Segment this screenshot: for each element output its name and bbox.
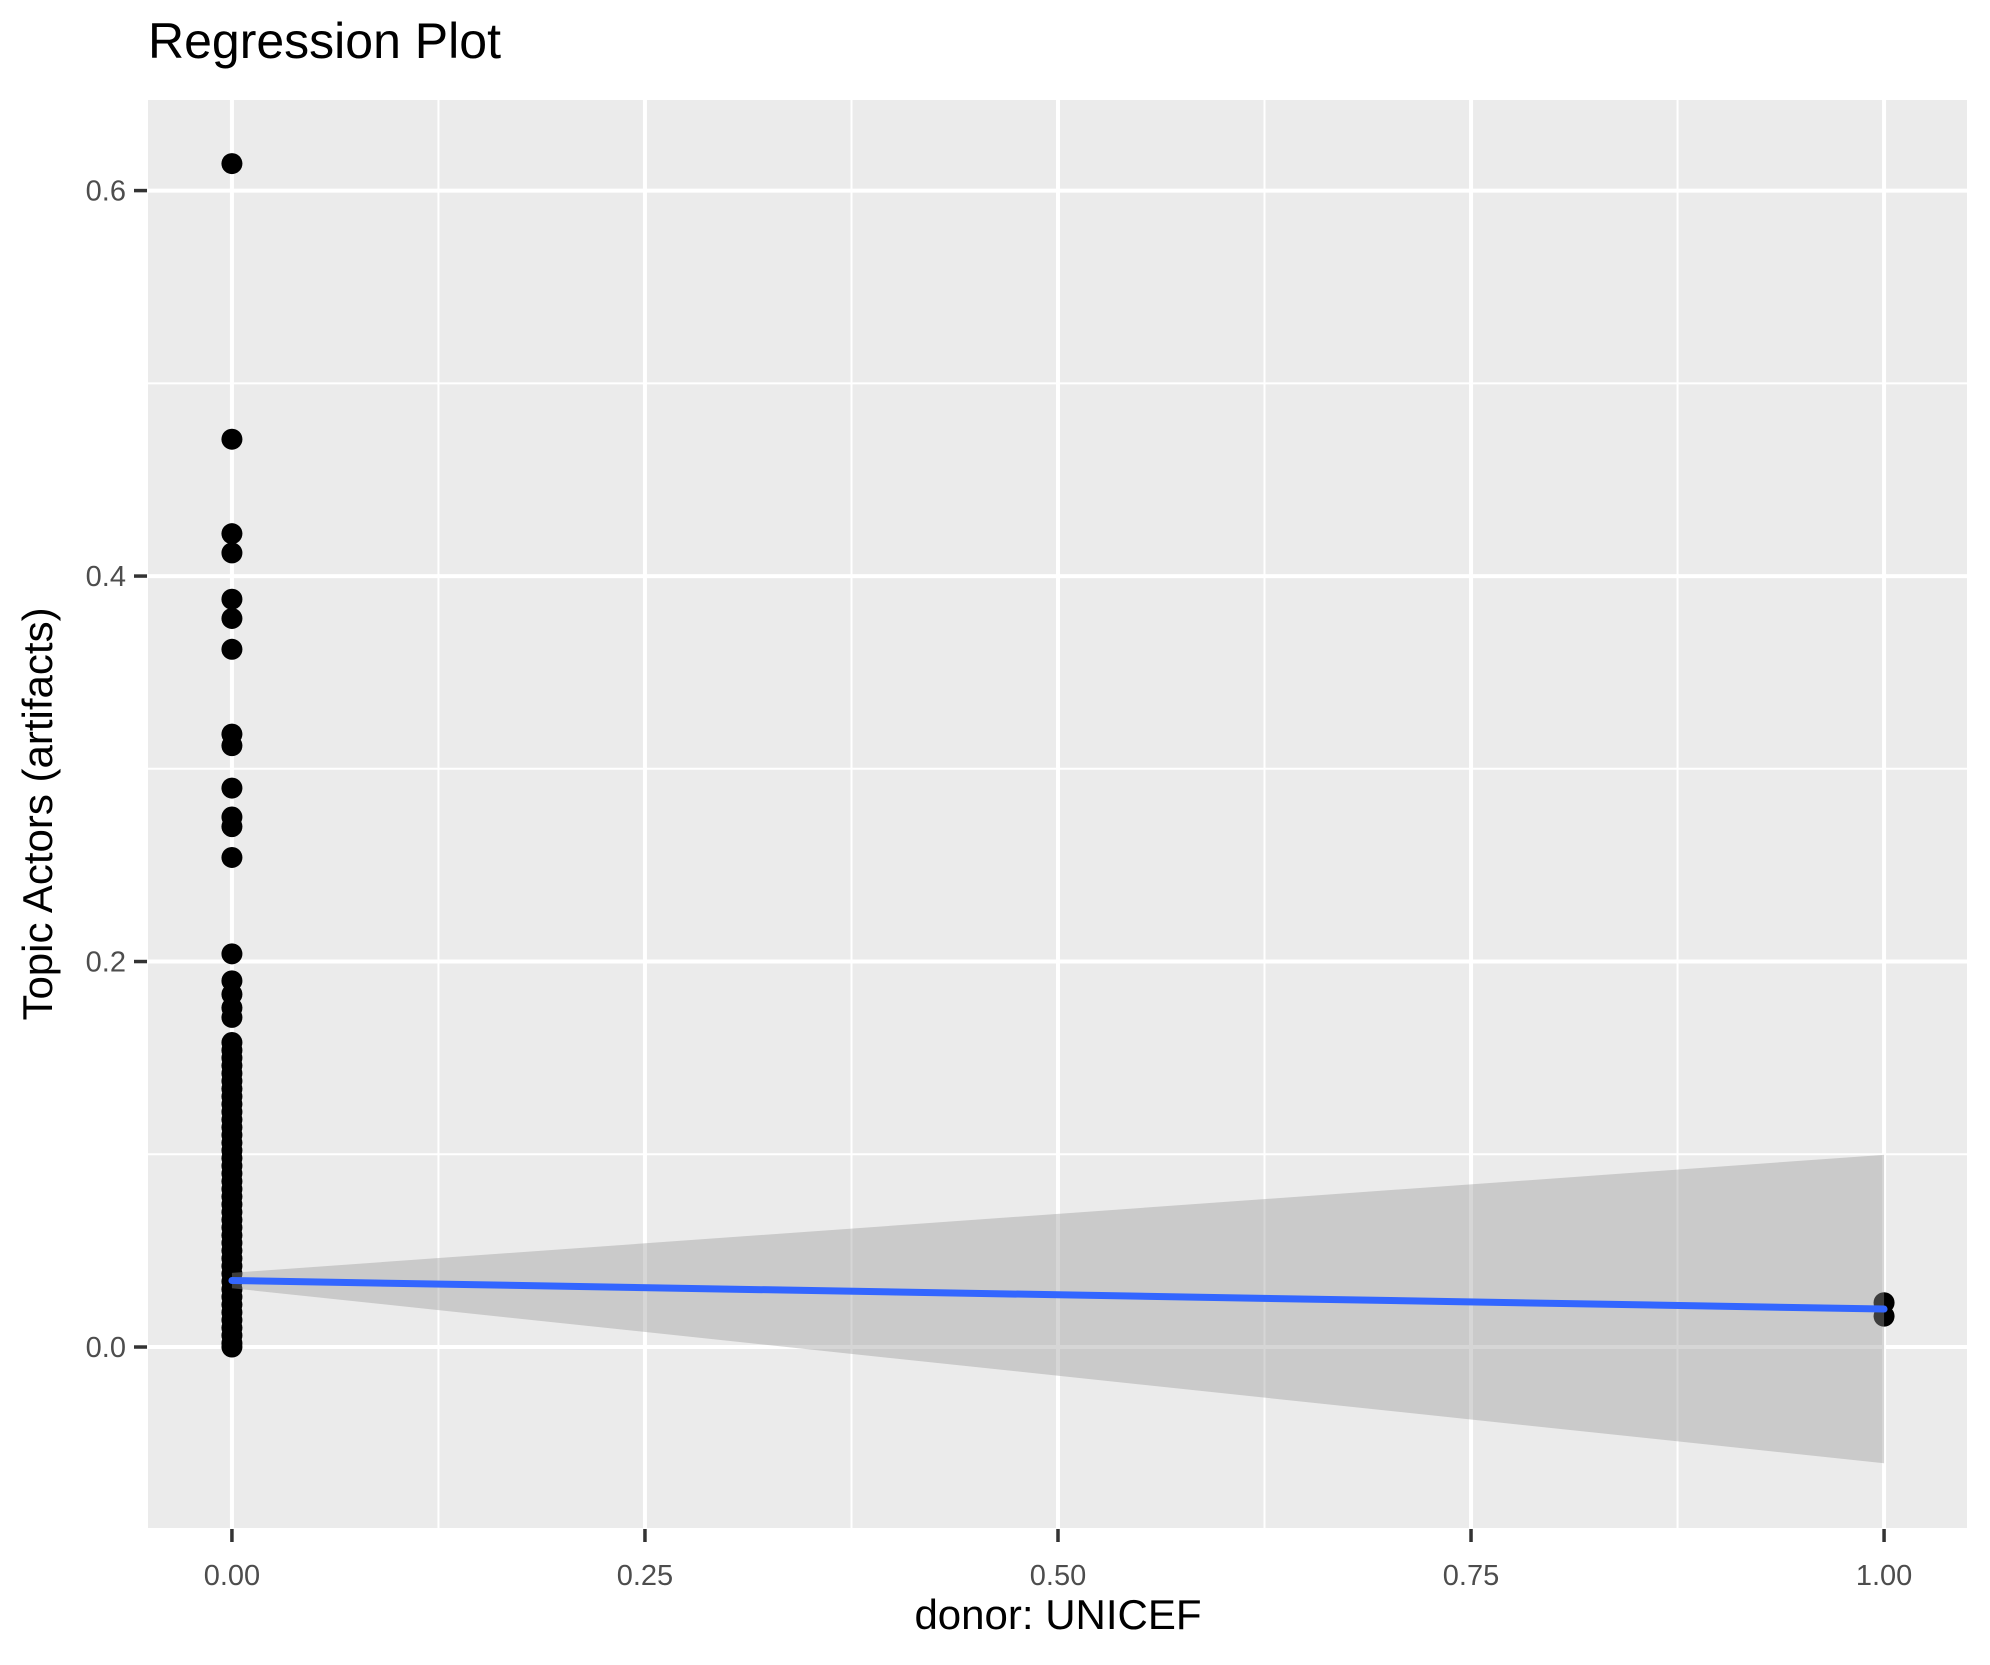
x-tick-label: 0.50 <box>1030 1560 1086 1592</box>
x-tick-label: 0.00 <box>204 1560 260 1592</box>
data-point <box>221 153 243 175</box>
y-tick-label: 0.4 <box>86 561 126 593</box>
data-point <box>221 607 243 629</box>
y-tick-label: 0.6 <box>86 176 126 208</box>
regression-line <box>228 1277 1888 1313</box>
plot-title: Regression Plot <box>148 13 501 69</box>
x-tick-label: 1.00 <box>1856 1560 1912 1592</box>
data-point <box>221 523 243 545</box>
x-tick-label: 0.75 <box>1443 1560 1499 1592</box>
confidence-band <box>231 1154 1885 1464</box>
data-point <box>221 1006 243 1028</box>
data-point <box>221 1336 243 1358</box>
data-point <box>221 735 243 757</box>
data-point <box>221 943 243 965</box>
data-point <box>221 542 243 564</box>
data-point <box>221 588 243 610</box>
y-axis-title: Topic Actors (artifacts) <box>14 607 61 1021</box>
y-tick-label: 0.2 <box>86 947 126 979</box>
data-point <box>221 777 243 799</box>
data-point <box>221 846 243 868</box>
x-axis-title: donor: UNICEF <box>914 1591 1202 1638</box>
data-point <box>221 428 243 450</box>
data-point <box>221 638 243 660</box>
data-point <box>221 816 243 838</box>
x-tick-label: 0.25 <box>617 1560 673 1592</box>
y-tick-label: 0.0 <box>86 1332 126 1364</box>
